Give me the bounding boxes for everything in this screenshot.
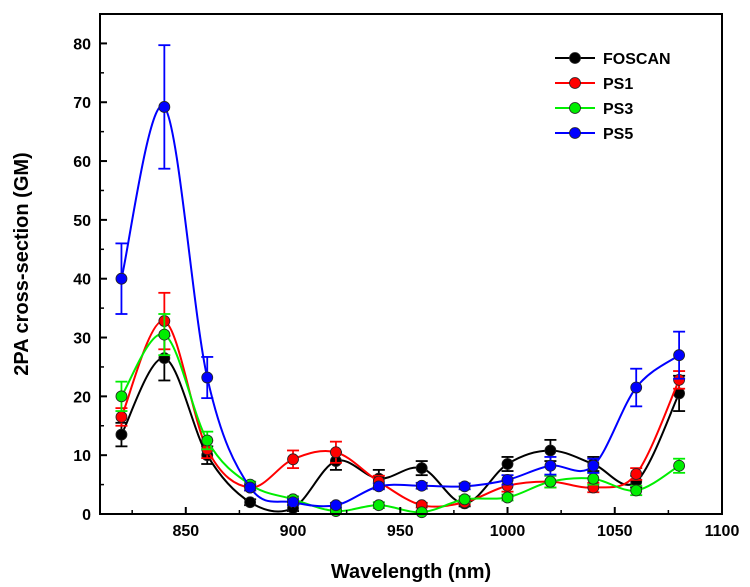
data-point-ps3 bbox=[458, 493, 471, 506]
data-point-ps3 bbox=[630, 484, 643, 497]
data-point-foscan bbox=[501, 458, 514, 470]
data-point-ps5 bbox=[372, 480, 385, 493]
data-point-ps5 bbox=[244, 481, 257, 494]
legend-item-ps3: PS3 bbox=[555, 101, 633, 118]
y-tick-label: 60 bbox=[73, 154, 91, 171]
y-tick-label: 30 bbox=[73, 331, 91, 348]
y-tick-label: 70 bbox=[73, 95, 91, 112]
x-tick-label: 1100 bbox=[705, 523, 740, 540]
data-point-ps3 bbox=[372, 499, 385, 512]
legend-label-ps3: PS3 bbox=[603, 101, 633, 118]
data-point-ps5 bbox=[501, 473, 514, 486]
data-point-foscan bbox=[415, 462, 428, 475]
legend-item-ps5: PS5 bbox=[555, 126, 633, 143]
series-ps1 bbox=[115, 291, 686, 512]
x-tick-label: 850 bbox=[172, 523, 199, 540]
x-tick-label: 950 bbox=[387, 523, 414, 540]
data-point-ps1 bbox=[630, 468, 643, 480]
legend-marker-ps5 bbox=[569, 127, 581, 139]
data-point-ps3 bbox=[158, 328, 171, 341]
legend-marker-ps1 bbox=[569, 77, 581, 89]
legend-label-ps1: PS1 bbox=[603, 76, 633, 93]
data-point-ps3 bbox=[115, 390, 128, 403]
legend: FOSCAN PS1 PS3 PS5 bbox=[555, 51, 671, 143]
data-point-ps3 bbox=[415, 506, 428, 519]
y-tick-label: 20 bbox=[73, 389, 91, 406]
legend-marker-foscan bbox=[569, 52, 581, 64]
x-tick-label: 1000 bbox=[490, 523, 526, 540]
data-point-ps3 bbox=[201, 434, 214, 447]
data-point-ps5 bbox=[458, 480, 471, 493]
data-point-foscan bbox=[544, 444, 557, 457]
y-tick-label: 40 bbox=[73, 272, 91, 289]
x-axis-title: Wavelength (nm) bbox=[331, 561, 491, 583]
y-tick-label: 10 bbox=[73, 448, 91, 465]
legend-item-foscan: FOSCAN bbox=[555, 51, 671, 68]
data-point-ps5 bbox=[115, 272, 128, 285]
data-point-ps5 bbox=[158, 101, 171, 113]
data-point-ps5 bbox=[415, 479, 428, 492]
data-point-ps3 bbox=[544, 475, 557, 488]
y-tick-label: 50 bbox=[73, 213, 91, 230]
data-point-ps5 bbox=[330, 499, 342, 512]
legend-label-foscan: FOSCAN bbox=[603, 51, 671, 68]
data-point-ps5 bbox=[630, 381, 643, 394]
series-ps5 bbox=[115, 44, 686, 512]
data-point-ps5 bbox=[544, 459, 557, 472]
legend-marker-ps3 bbox=[569, 102, 581, 114]
data-point-ps3 bbox=[501, 491, 514, 504]
x-tick-label: 1050 bbox=[597, 523, 633, 540]
y-tick-label: 80 bbox=[73, 36, 91, 53]
data-point-ps1 bbox=[287, 453, 299, 466]
data-point-foscan bbox=[244, 496, 257, 509]
y-axis-title: 2PA cross-section (GM) bbox=[11, 152, 33, 375]
data-point-ps5 bbox=[287, 496, 299, 509]
data-point-ps5 bbox=[587, 459, 600, 472]
data-point-ps5 bbox=[201, 371, 214, 384]
plot-frame bbox=[99, 13, 723, 515]
y-tick-label: 0 bbox=[82, 507, 91, 524]
data-point-ps1 bbox=[330, 446, 342, 459]
data-point-ps3 bbox=[587, 472, 600, 485]
x-tick-label: 900 bbox=[280, 523, 307, 540]
series-line-ps5 bbox=[120, 104, 680, 508]
data-point-ps5 bbox=[673, 349, 686, 362]
series-layer bbox=[115, 44, 686, 519]
data-point-ps3 bbox=[673, 459, 686, 472]
data-point-ps1 bbox=[115, 411, 128, 423]
legend-label-ps5: PS5 bbox=[603, 126, 633, 143]
series-line-ps3 bbox=[120, 333, 680, 514]
ticks-layer: 850 900 950 1000 1050 1100 0 10 20 30 40 50 60 70 80 bbox=[73, 36, 739, 540]
legend-item-ps1: PS1 bbox=[555, 76, 633, 93]
data-point-foscan bbox=[115, 428, 128, 441]
